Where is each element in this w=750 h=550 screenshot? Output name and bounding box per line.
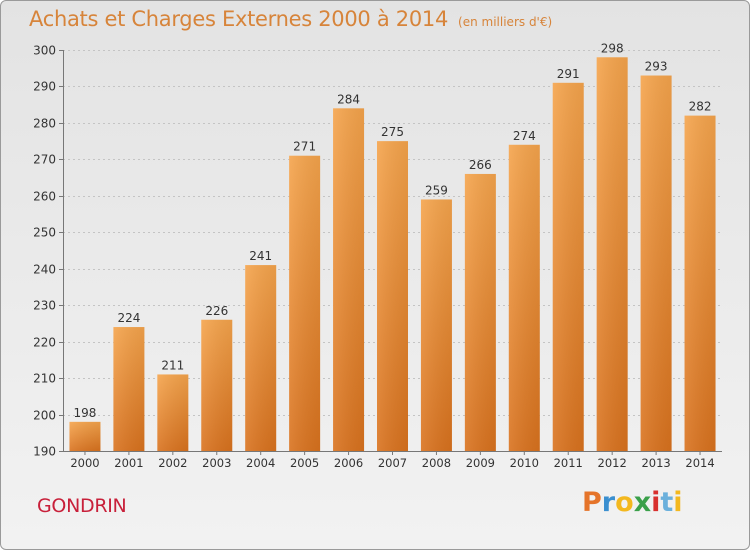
- x-tick-label: 2006: [334, 456, 363, 470]
- bar-value-label: 282: [689, 100, 712, 114]
- chart-title-text: Achats et Charges Externes 2000 à 2014: [29, 7, 449, 31]
- bar-value-label: 241: [249, 249, 272, 263]
- bar-value-label: 284: [337, 92, 360, 106]
- y-tick-label: 190: [33, 445, 56, 459]
- bar-shade: [201, 319, 233, 451]
- bar-value-label: 211: [161, 358, 184, 372]
- bar-shade: [552, 82, 584, 452]
- x-tick-label: 2007: [378, 456, 407, 470]
- x-tick-label: 2000: [70, 456, 99, 470]
- bar-shade: [508, 144, 540, 452]
- bar-value-label: 259: [425, 183, 448, 197]
- bar-value-label: 275: [381, 125, 404, 139]
- y-tick-label: 230: [33, 299, 56, 313]
- logo-letter: x: [633, 487, 652, 518]
- logo-letter: P: [582, 487, 602, 518]
- chart-title: Achats et Charges Externes 2000 à 2014 (e…: [29, 7, 552, 31]
- bar-shade: [377, 141, 408, 452]
- x-tick-label: 2005: [290, 456, 319, 470]
- bar-value-label: 274: [513, 129, 536, 143]
- y-tick-label: 210: [33, 372, 56, 386]
- bar-value-label: 298: [601, 41, 624, 55]
- bar-value-label: 291: [557, 67, 580, 81]
- bar-value-label: 224: [117, 311, 140, 325]
- bar-value-label: 293: [645, 60, 668, 74]
- x-tick-label: 2011: [554, 456, 583, 470]
- proxiti-logo: Proxiti: [582, 487, 683, 518]
- y-tick-label: 250: [33, 226, 56, 240]
- logo-letter: o: [615, 487, 634, 518]
- y-tick-label: 200: [33, 409, 56, 423]
- logo-letter: t: [660, 487, 674, 518]
- logo-letter: i: [673, 487, 683, 518]
- x-tick-label: 2004: [246, 456, 275, 470]
- axis-layer: 190 200 210 220 230 240 250 260 270 280 290 300 2000…: [33, 44, 722, 470]
- bar-shade: [640, 75, 672, 451]
- logo-letter: r: [601, 487, 616, 518]
- bar-shade: [69, 421, 101, 451]
- x-tick-label: 2014: [685, 456, 714, 470]
- bar-value-label: 198: [74, 406, 97, 420]
- bar-shade: [289, 155, 321, 451]
- x-tick-label: 2003: [202, 456, 231, 470]
- bar-value-label: 271: [293, 140, 316, 154]
- bar-shade: [464, 173, 496, 452]
- y-tick-label: 260: [33, 190, 56, 204]
- bar-shade: [420, 199, 452, 451]
- bar-shade: [333, 108, 365, 451]
- x-tick-label: 2009: [466, 456, 495, 470]
- bar-shade: [113, 327, 145, 451]
- x-tick-label: 2002: [158, 456, 187, 470]
- label-layer: 198 224 211 226 241 271 284 275 259 266 274 291 298 2…: [74, 41, 712, 420]
- chart-unit: (en milliers d'€): [458, 15, 553, 29]
- x-tick-label: 2008: [422, 456, 451, 470]
- y-tick-label: 300: [33, 44, 56, 58]
- bar-shade: [684, 115, 716, 452]
- bar-shade: [596, 57, 628, 452]
- y-tick-label: 270: [33, 153, 56, 167]
- x-tick-label: 2010: [510, 456, 539, 470]
- x-tick-label: 2001: [114, 456, 143, 470]
- commune-name: GONDRIN: [37, 495, 127, 517]
- bar-layer: [69, 57, 716, 452]
- bar-shade: [245, 265, 277, 451]
- y-tick-label: 280: [33, 117, 56, 131]
- y-tick-label: 220: [33, 336, 56, 350]
- x-tick-label: 2012: [598, 456, 627, 470]
- x-tick-label: 2013: [641, 456, 670, 470]
- bar-value-label: 266: [469, 158, 492, 172]
- bar-shade: [157, 374, 189, 451]
- logo-letter: i: [651, 487, 661, 518]
- bar-value-label: 226: [205, 304, 228, 318]
- y-tick-label: 290: [33, 80, 56, 94]
- y-tick-label: 240: [33, 263, 56, 277]
